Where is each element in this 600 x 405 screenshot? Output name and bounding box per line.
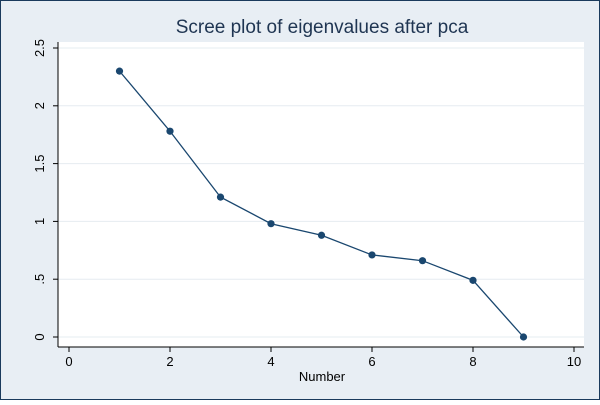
data-point-8 bbox=[469, 276, 477, 284]
x-axis-title: Number bbox=[299, 369, 346, 384]
data-point-6 bbox=[368, 251, 376, 259]
y-tick-label-4: 2 bbox=[32, 102, 47, 109]
y-tick-label-3: 1.5 bbox=[32, 155, 47, 173]
data-point-7 bbox=[418, 257, 427, 265]
data-point-1 bbox=[115, 67, 124, 75]
plot-area bbox=[58, 42, 584, 347]
series bbox=[115, 67, 528, 341]
y-tick-label-0: 0 bbox=[32, 333, 47, 340]
data-point-2 bbox=[166, 127, 174, 135]
data-point-4 bbox=[267, 220, 275, 228]
axes bbox=[57, 42, 584, 348]
x-tick-label-5: 10 bbox=[567, 354, 581, 369]
x-tick-label-2: 4 bbox=[267, 354, 274, 369]
chart-title: Scree plot of eigenvalues after pca bbox=[176, 17, 469, 38]
y-tick-label-1: .5 bbox=[32, 274, 47, 285]
data-point-3 bbox=[216, 193, 225, 201]
x-tick-label-1: 2 bbox=[166, 354, 173, 369]
x-axis-ticks: 0 2 4 6 8 10 bbox=[65, 347, 581, 369]
y-tick-label-5: 2.5 bbox=[32, 39, 47, 57]
data-point-5 bbox=[317, 231, 326, 239]
gridlines bbox=[58, 47, 584, 338]
x-tick-label-3: 6 bbox=[368, 354, 375, 369]
data-point-9 bbox=[519, 333, 528, 341]
x-tick-label-0: 0 bbox=[65, 354, 72, 369]
y-axis-ticks: 0 .5 1 1.5 2 2.5 bbox=[32, 39, 58, 341]
y-tick-label-2: 1 bbox=[32, 218, 47, 225]
x-tick-label-4: 8 bbox=[469, 354, 476, 369]
